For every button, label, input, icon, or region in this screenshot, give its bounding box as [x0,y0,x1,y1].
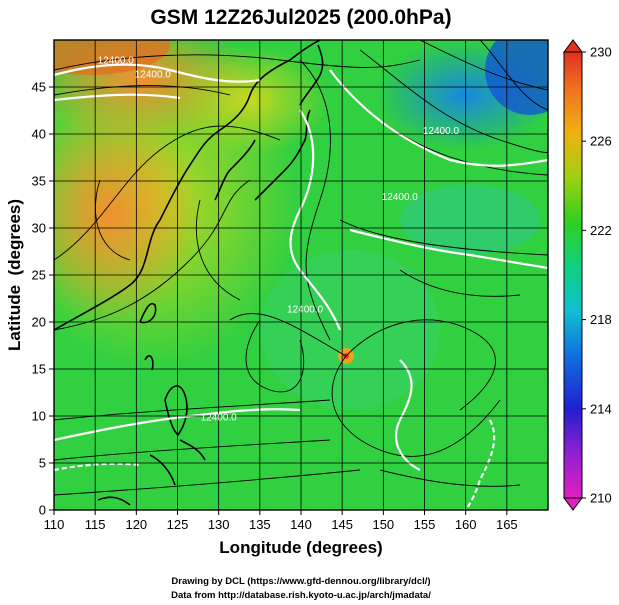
x-tick-label: 135 [249,517,271,532]
y-tick-label: 25 [32,268,46,283]
contour-label: 12400.0 [98,56,135,67]
colorbar-bottom-arrow [563,497,583,511]
colorbar-ticks: 210 214 218 222 226 230 [582,45,612,506]
contour-label: 12400.0 [287,305,324,316]
y-tick-label: 35 [32,174,46,189]
colorbar-top-arrow [563,39,583,53]
x-axis-ticks: 110 115 120 125 130 135 140 145 150 155 160 165 [44,510,518,532]
grid-lines [54,40,548,510]
streamlines [54,40,548,496]
y-tick-label: 20 [32,315,46,330]
y-axis-label: Latitude (degrees) [5,199,24,351]
colorbar: 210 214 218 222 226 230 [563,39,612,511]
colorbar-tick-label: 222 [590,223,612,238]
height-contours [54,63,548,510]
x-axis-label: Longitude (degrees) [219,538,382,557]
x-tick-label: 160 [455,517,477,532]
x-tick-label: 125 [167,517,189,532]
colorbar-tick-label: 210 [590,491,612,506]
colorbar-tick-label: 230 [590,45,612,60]
temperature-field [54,40,548,510]
colorbar-tick-label: 214 [590,401,612,416]
x-tick-label: 115 [85,517,106,532]
colorbar-tick-label: 218 [590,312,612,327]
x-tick-label: 120 [125,517,147,532]
map-title: GSM 12Z26Jul2025 (200.0hPa) [150,6,451,29]
x-tick-label: 155 [414,517,436,532]
x-tick-label: 110 [44,517,65,532]
y-tick-label: 45 [32,80,46,95]
x-tick-label: 130 [208,517,230,532]
x-tick-label: 145 [331,517,353,532]
y-tick-label: 0 [39,503,46,518]
y-tick-label: 15 [32,362,46,377]
x-tick-label: 150 [372,517,394,532]
x-tick-label: 165 [496,517,518,532]
y-axis-ticks: 0 5 10 15 20 25 30 35 40 45 [32,80,54,518]
y-tick-label: 5 [39,456,46,471]
credit-drawing: Drawing by DCL (https://www.gfd-dennou.o… [171,576,430,587]
colorbar-scale [563,51,583,499]
contour-labels: 12400.012400.012400.012400.012400.012400… [98,56,460,424]
y-tick-label: 10 [32,409,46,424]
contour-label: 12400.0 [382,192,419,203]
credit-data: Data from http://database.rish.kyoto-u.a… [171,590,431,601]
x-tick-label: 140 [290,517,312,532]
y-tick-label: 30 [32,221,46,236]
contour-label: 12400.0 [201,413,238,424]
y-tick-label: 40 [32,127,46,142]
contour-label: 12400.0 [135,70,172,81]
colorbar-tick-label: 226 [590,134,612,149]
contour-label: 12400.0 [423,126,460,137]
coastlines [54,40,324,506]
